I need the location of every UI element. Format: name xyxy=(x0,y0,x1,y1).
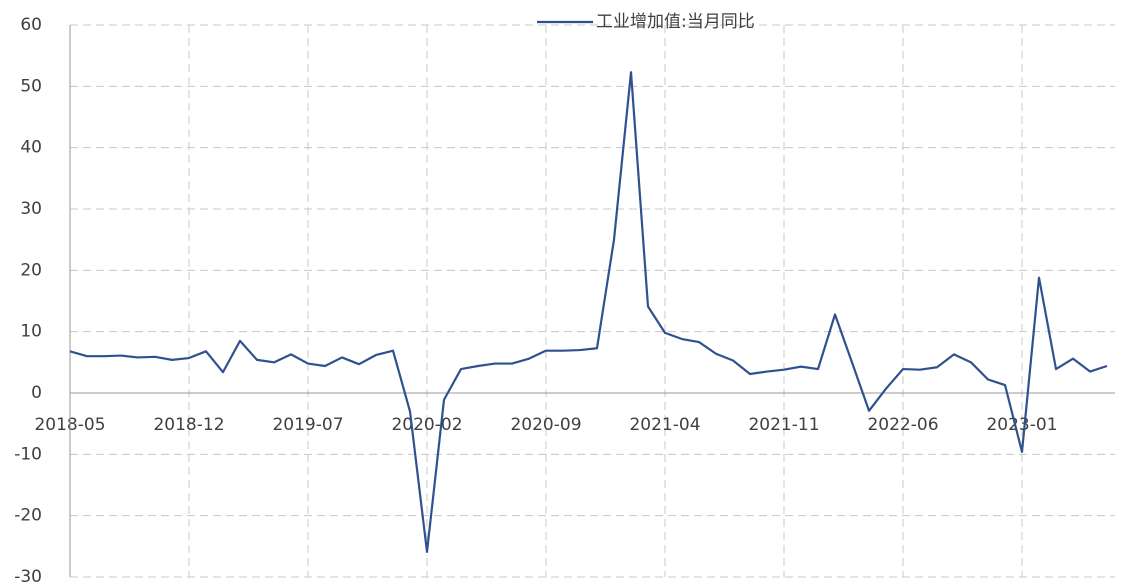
x-tick-label: 2018-12 xyxy=(153,415,224,435)
y-tick-label: 40 xyxy=(20,138,42,158)
x-tick-label: 2019-07 xyxy=(272,415,343,435)
y-tick-label: 30 xyxy=(20,199,42,219)
legend-label: 工业增加值:当月同比 xyxy=(596,12,755,32)
y-tick-label: -20 xyxy=(14,506,42,526)
x-tick-label: 2023-01 xyxy=(986,415,1057,435)
y-tick-label: -30 xyxy=(14,567,42,587)
y-tick-label: 10 xyxy=(20,322,42,342)
y-tick-label: 0 xyxy=(31,383,42,403)
y-tick-label: -10 xyxy=(14,444,42,464)
x-tick-label: 2020-09 xyxy=(510,415,581,435)
y-tick-label: 60 xyxy=(20,15,42,35)
series-line xyxy=(69,71,1108,553)
x-tick-label: 2020-02 xyxy=(391,415,462,435)
y-tick-label: 20 xyxy=(20,260,42,280)
y-tick-label: 50 xyxy=(20,76,42,96)
x-tick-label: 2021-11 xyxy=(748,415,819,435)
x-tick-label: 2022-06 xyxy=(867,415,938,435)
x-tick-label: 2021-04 xyxy=(629,415,700,435)
